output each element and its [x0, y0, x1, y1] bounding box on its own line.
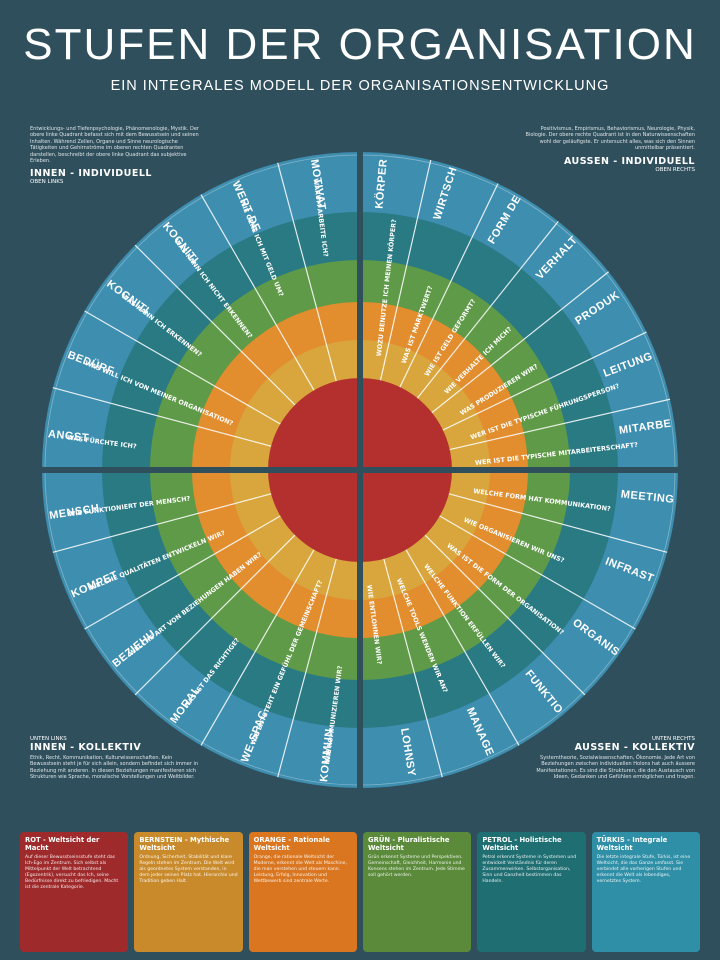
- segment-divider: [200, 194, 315, 391]
- page-title: STUFEN DER ORGANISATION: [23, 20, 697, 69]
- segment-title: ANGST: [47, 428, 89, 444]
- segment-title: KÖRPER: [373, 158, 390, 209]
- legend-title: GRÜN - Pluralistische Weltsicht: [368, 836, 450, 852]
- segment-divider: [383, 558, 443, 778]
- segment-divider: [439, 515, 636, 630]
- legend-title: ORANGE - Rationale Weltsicht: [253, 836, 330, 852]
- segment-divider: [84, 310, 281, 425]
- segment-divider: [52, 387, 272, 447]
- quadrant-or-text: Positivismus, Empirismus, Behaviorismus,…: [525, 126, 695, 152]
- quadrant-or-sub: OBEN RECHTS: [655, 166, 695, 173]
- legend-title: BERNSTEIN - Mythische Weltsicht: [139, 836, 230, 852]
- quadrant-or-info: Positivismus, Empirismus, Behaviorismus,…: [520, 126, 695, 173]
- quadrant-ul-title: INNEN - KOLLEKTIV: [30, 742, 142, 753]
- legend-5: TÜRKIS - Integrale Weltsicht Die letzte i…: [591, 832, 700, 952]
- legend-text: Petrol erkennt Systeme in Systemen und e…: [482, 855, 577, 884]
- segment-divider: [424, 534, 586, 696]
- legend-text: Ordnung, Sicherheit, Stabilität und klar…: [139, 855, 238, 884]
- quadrant-ur-pre: UNTEN RECHTS: [652, 736, 695, 742]
- segment-divider: [399, 183, 499, 388]
- legend-text: Die letzte integrale Stufe, Türkis, ist …: [596, 855, 691, 884]
- quadrant-ul-text: Ethik, Recht, Kommunikation, Kulturwisse…: [30, 755, 198, 781]
- legend-2: ORANGE - Rationale Weltsicht Orange, die …: [248, 832, 357, 952]
- segment-divider: [277, 558, 337, 778]
- legend-title: TÜRKIS - Integrale Weltsicht: [596, 836, 668, 852]
- segment-divider: [277, 162, 337, 382]
- segment-divider: [84, 515, 281, 630]
- segment-divider: [134, 534, 296, 696]
- quadrant-ul-info: UNTEN LINKS INNEN - KOLLEKTIV Ethik, Rec…: [30, 736, 205, 781]
- segment-divider: [134, 244, 296, 406]
- segment-divider: [416, 221, 559, 399]
- segment-divider: [405, 549, 520, 746]
- legend-text: Auf dieser Bewusstseinsstufe steht das I…: [25, 855, 119, 890]
- segment-divider: [379, 159, 432, 381]
- legend-text: Grün erkennt Systeme und Perspektiven. G…: [368, 855, 465, 878]
- quadrant-ur-info: UNTEN RECHTS AUSSEN - KOLLEKTIV Systemth…: [520, 736, 695, 781]
- segment-divider: [431, 271, 609, 414]
- legend-title: ROT - Weltsicht der Macht: [25, 836, 100, 852]
- segment-divider: [52, 493, 272, 553]
- segment-divider: [442, 331, 647, 431]
- horizontal-divider: [40, 467, 680, 473]
- quadrant-or-title: AUSSEN - INDIVIDUELL: [563, 155, 695, 167]
- legend-3: GRÜN - Pluralistische Weltsicht Grün erke…: [363, 832, 472, 952]
- quadrant-ur-title: AUSSEN - KOLLEKTIV: [574, 742, 695, 753]
- quadrant-ol-text: Entwicklungs- und Tiefenpsychologie, Phä…: [30, 126, 199, 165]
- legend-4: PETROL - Holistische Weltsicht Petrol erk…: [477, 832, 586, 952]
- quadrant-ol-title: INNEN - INDIVIDUELL: [30, 168, 152, 180]
- segment-divider: [448, 493, 668, 553]
- legend-text: Orange, die rationale Weltsicht der Mode…: [253, 855, 347, 884]
- quadrant-ol-sub: OBEN LINKS: [30, 179, 64, 186]
- quadrant-ol-info: Entwicklungs- und Tiefenpsychologie, Phä…: [30, 126, 205, 185]
- page-subtitle: EIN INTEGRALES MODELL DER ORGANISATIONSE…: [110, 78, 610, 94]
- legend-title: PETROL - Holistische Weltsicht: [482, 836, 562, 852]
- segment-divider: [200, 549, 315, 746]
- quadrant-ul-pre: UNTEN LINKS: [30, 736, 67, 742]
- legend-1: BERNSTEIN - Mythische Weltsicht Ordnung, …: [134, 832, 243, 952]
- legend-0: ROT - Weltsicht der Macht Auf dieser Bewu…: [20, 832, 129, 952]
- quadrant-ur-text: Systemtheorie, Sozialwissenschaften, Öko…: [536, 755, 695, 781]
- segment-divider: [449, 398, 671, 451]
